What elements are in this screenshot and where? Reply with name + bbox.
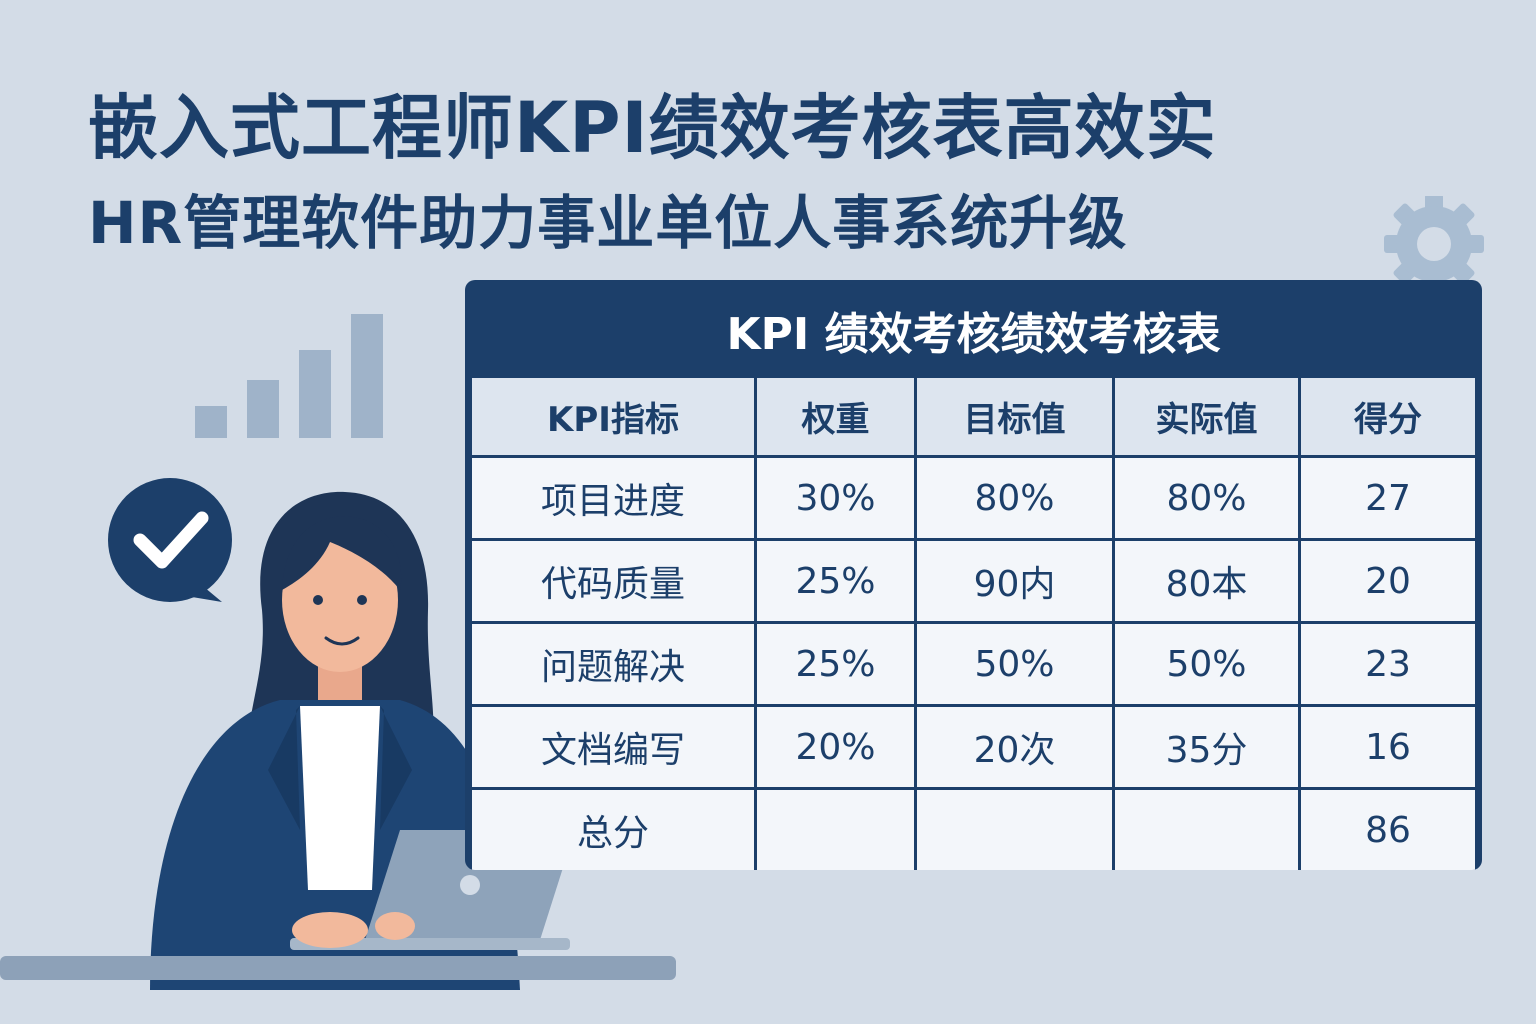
cell-score: 27 [1298, 455, 1478, 541]
cell-metric: 代码质量 [469, 538, 757, 624]
header-metric: KPI指标 [469, 375, 757, 458]
cell-target: 20次 [914, 704, 1115, 790]
total-score: 86 [1298, 787, 1478, 870]
cell-target: 80% [914, 455, 1115, 541]
headline-line-1: 嵌入式工程师KPI绩效考核表高效实 [88, 87, 1217, 169]
headline-line-2: HR管理软件助力事业单位人事系统升级 [88, 189, 1128, 257]
header-actual: 实际值 [1112, 375, 1301, 458]
total-row: 总分 86 [469, 787, 1478, 870]
cell-metric: 项目进度 [469, 455, 757, 541]
header-target: 目标值 [914, 375, 1115, 458]
bar-4 [351, 314, 383, 438]
cell-actual: 35分 [1112, 704, 1301, 790]
table-header-row: KPI指标 权重 目标值 实际值 得分 [469, 375, 1478, 458]
cell-actual: 50% [1112, 621, 1301, 707]
kpi-table: KPI指标 权重 目标值 实际值 得分 项目进度 30% 80% 80% 27 … [469, 375, 1478, 870]
cell-score: 23 [1298, 621, 1478, 707]
cell-weight: 25% [754, 538, 917, 624]
cell-target: 90内 [914, 538, 1115, 624]
cell-actual: 80本 [1112, 538, 1301, 624]
table-row: 文档编写 20% 20次 35分 16 [469, 704, 1478, 790]
table-title: KPI 绩效考核绩效考核表 [726, 309, 1221, 360]
table-row: 问题解决 25% 50% 50% 23 [469, 621, 1478, 707]
header-score: 得分 [1298, 375, 1478, 458]
bar-chart-icon [195, 314, 383, 438]
table-row: 代码质量 25% 90内 80本 20 [469, 538, 1478, 624]
bar-3 [299, 350, 331, 438]
cell-metric: 问题解决 [469, 621, 757, 707]
bar-2 [247, 380, 279, 438]
bar-1 [195, 406, 227, 438]
kpi-table-card: KPI 绩效考核绩效考核表 KPI指标 权重 目标值 实际值 得分 项目进度 3… [465, 280, 1482, 870]
cell-weight: 25% [754, 621, 917, 707]
gear-icon [1384, 196, 1484, 286]
checkmark-bubble-icon [108, 478, 232, 602]
table-row: 项目进度 30% 80% 80% 27 [469, 455, 1478, 541]
cell-actual: 80% [1112, 455, 1301, 541]
cell-weight: 20% [754, 704, 917, 790]
cell-weight: 30% [754, 455, 917, 541]
header-weight: 权重 [754, 375, 917, 458]
cell-metric: 文档编写 [469, 704, 757, 790]
cell-score: 20 [1298, 538, 1478, 624]
empty-cell [914, 787, 1115, 870]
cell-score: 16 [1298, 704, 1478, 790]
empty-cell [1112, 787, 1301, 870]
total-label: 总分 [469, 787, 757, 870]
empty-cell [754, 787, 917, 870]
person-illustration [0, 478, 676, 990]
cell-target: 50% [914, 621, 1115, 707]
